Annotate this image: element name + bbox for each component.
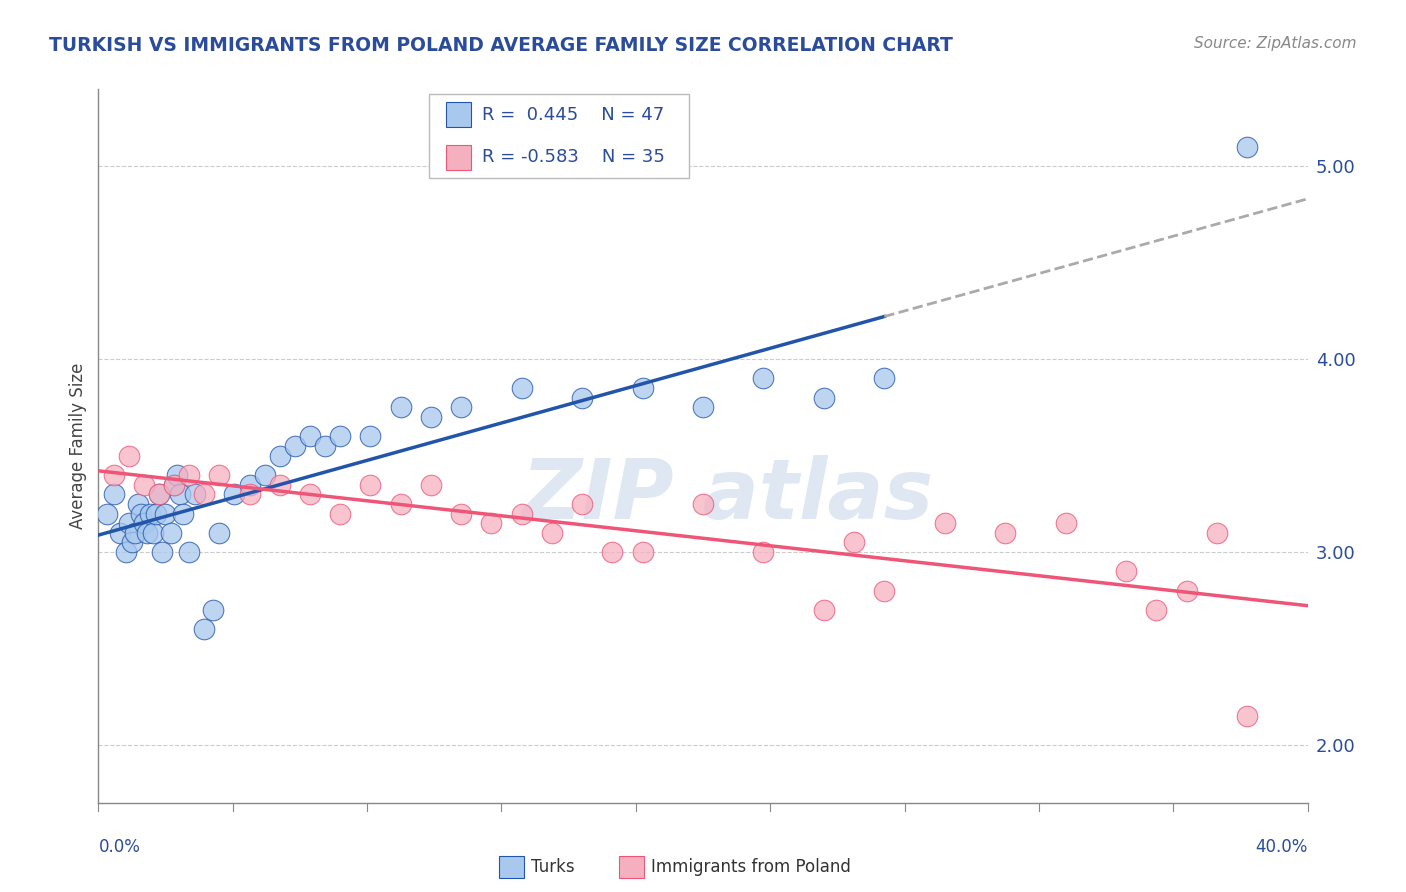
Point	[253, 467, 276, 482]
Point	[166, 467, 188, 482]
Point	[329, 507, 352, 521]
Point	[329, 429, 352, 443]
Point	[135, 525, 157, 540]
Point	[148, 487, 170, 501]
Point	[844, 535, 866, 549]
Text: 0.0%: 0.0%	[98, 838, 141, 855]
Point	[269, 477, 291, 491]
Point	[129, 507, 152, 521]
Point	[1206, 525, 1229, 540]
Point	[510, 507, 533, 521]
Point	[239, 477, 262, 491]
Point	[360, 477, 382, 491]
Point	[127, 497, 149, 511]
Point	[752, 371, 775, 385]
Point	[150, 545, 173, 559]
Point	[873, 583, 896, 598]
Point	[179, 467, 201, 482]
Point	[314, 439, 336, 453]
Text: TURKISH VS IMMIGRANTS FROM POLAND AVERAGE FAMILY SIZE CORRELATION CHART: TURKISH VS IMMIGRANTS FROM POLAND AVERAG…	[49, 36, 953, 54]
Point	[1236, 709, 1258, 723]
Point	[813, 391, 835, 405]
Point	[510, 381, 533, 395]
Point	[481, 516, 503, 530]
Point	[602, 545, 624, 559]
Point	[1146, 603, 1168, 617]
Point	[179, 545, 201, 559]
Point	[114, 545, 136, 559]
Point	[420, 477, 443, 491]
Point	[124, 525, 146, 540]
Point	[420, 410, 443, 425]
Point	[96, 507, 118, 521]
Point	[118, 449, 141, 463]
Point	[208, 467, 231, 482]
Point	[631, 545, 654, 559]
Point	[269, 449, 291, 463]
Point	[163, 477, 186, 491]
Point	[172, 507, 194, 521]
Point	[284, 439, 307, 453]
Text: R =  0.445    N = 47: R = 0.445 N = 47	[482, 106, 665, 124]
Point	[239, 487, 262, 501]
Point	[631, 381, 654, 395]
Text: Immigrants from Poland: Immigrants from Poland	[651, 858, 851, 876]
Point	[145, 507, 167, 521]
Point	[692, 497, 714, 511]
Point	[934, 516, 956, 530]
Point	[163, 477, 186, 491]
Point	[208, 525, 231, 540]
Text: Turks: Turks	[531, 858, 575, 876]
Point	[103, 467, 125, 482]
Point	[450, 507, 472, 521]
Text: R = -0.583    N = 35: R = -0.583 N = 35	[482, 148, 665, 166]
Text: Source: ZipAtlas.com: Source: ZipAtlas.com	[1194, 36, 1357, 51]
Text: 40.0%: 40.0%	[1256, 838, 1308, 855]
Point	[752, 545, 775, 559]
Point	[132, 516, 155, 530]
Point	[571, 497, 593, 511]
Point	[299, 487, 322, 501]
Point	[813, 603, 835, 617]
Point	[121, 535, 143, 549]
Point	[132, 477, 155, 491]
Point	[299, 429, 322, 443]
Point	[994, 525, 1017, 540]
Point	[1236, 140, 1258, 154]
Point	[450, 401, 472, 415]
Point	[139, 507, 162, 521]
Point	[389, 401, 412, 415]
Point	[184, 487, 207, 501]
Point	[571, 391, 593, 405]
Point	[193, 622, 215, 636]
Point	[142, 525, 165, 540]
Point	[148, 487, 170, 501]
Point	[153, 507, 176, 521]
Point	[103, 487, 125, 501]
Point	[169, 487, 191, 501]
Point	[692, 401, 714, 415]
Point	[193, 487, 215, 501]
Point	[389, 497, 412, 511]
Point	[1054, 516, 1077, 530]
Point	[118, 516, 141, 530]
Point	[873, 371, 896, 385]
Text: ZIP atlas: ZIP atlas	[522, 456, 934, 536]
Point	[108, 525, 131, 540]
Point	[1175, 583, 1198, 598]
Point	[541, 525, 564, 540]
Point	[1115, 565, 1137, 579]
Point	[202, 603, 225, 617]
Point	[224, 487, 246, 501]
Point	[160, 525, 183, 540]
Y-axis label: Average Family Size: Average Family Size	[69, 363, 87, 529]
Point	[360, 429, 382, 443]
